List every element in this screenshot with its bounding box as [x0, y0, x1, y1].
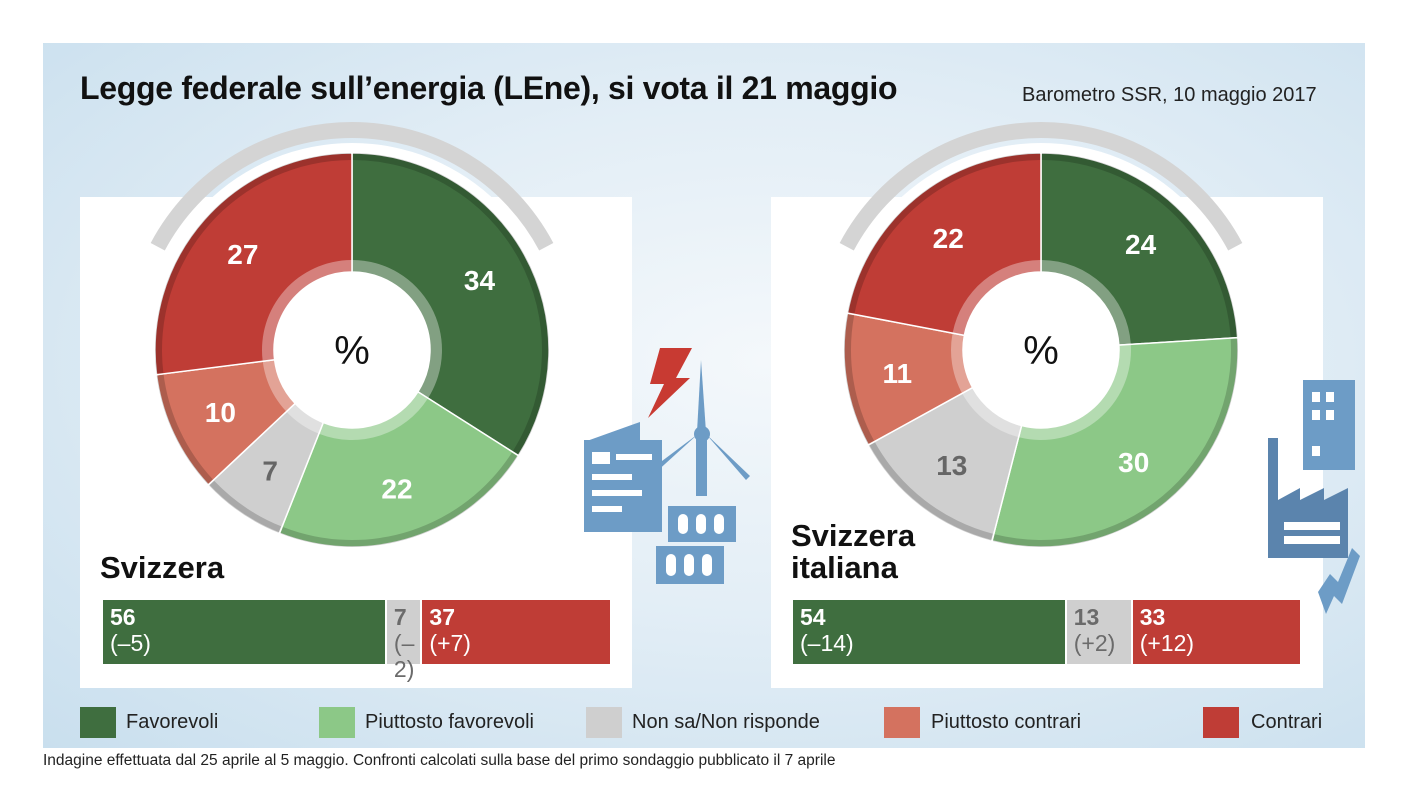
slice-label-piuttosto-favorevoli: 22 — [381, 473, 412, 504]
summary-bar-segment-favorevoli: 54 (–14) — [793, 600, 1065, 664]
slice-label-favorevoli: 34 — [464, 265, 496, 296]
legend-swatch-favorevoli — [80, 707, 116, 738]
batteries-icon — [656, 506, 736, 584]
donut-rim-piuttosto-contrari — [844, 314, 875, 445]
summary-value-non-sa: 7 — [393, 604, 407, 630]
donut-slice-non-sa — [867, 386, 1023, 542]
region-label-svizzera: Svizzera — [100, 550, 225, 585]
donut-center — [278, 276, 426, 424]
summary-bar-segment-non-sa: 7 (–2) — [386, 600, 421, 682]
region-label-svizzera-italiana: Svizzera italiana — [791, 518, 916, 585]
slice-label-non-sa: 13 — [936, 450, 967, 481]
donut-rim-piuttosto-contrari — [156, 374, 213, 485]
summary-bar-segment-contrari: 37 (+7) — [422, 600, 610, 664]
donut-inner-band-non-sa — [962, 387, 1022, 438]
donut-chart-svizzera: 34 22 7 10 27% — [145, 122, 559, 557]
donut-slice-favorevoli — [351, 152, 550, 457]
summary-change-non-sa: (–2) — [393, 630, 415, 682]
legend-label-piuttosto-favorevoli: Piuttosto favorevoli — [365, 711, 534, 733]
summary-bar-segment-non-sa: 13 (+2) — [1066, 600, 1131, 664]
donut-inner-band-piuttosto-favorevoli — [1019, 344, 1131, 441]
outer-ring-arc — [150, 122, 554, 251]
donut-inner-band-contrari — [261, 260, 352, 361]
checkmark-icon — [1318, 548, 1360, 614]
slice-label-contrari: 27 — [227, 239, 258, 270]
chart-title: Legge federale sull’energia (LEne), si v… — [80, 70, 898, 106]
solar-panel-icon — [584, 422, 662, 532]
outer-ring-arc — [839, 122, 1243, 251]
donut-slice-piuttosto-favorevoli — [991, 336, 1239, 548]
donut-rim-non-sa — [209, 480, 282, 533]
donut-rim-favorevoli — [352, 153, 549, 455]
donut-inner-band-non-sa — [286, 403, 323, 434]
legend-swatch-non-sa — [586, 707, 622, 738]
summary-change-favorevoli: (–14) — [800, 630, 854, 656]
donut-center-label: % — [1023, 329, 1059, 373]
donut-inner-band-piuttosto-contrari — [951, 333, 973, 393]
summary-value-non-sa: 13 — [1073, 604, 1100, 630]
legend-swatch-contrari — [1203, 707, 1239, 738]
summary-change-non-sa: (+2) — [1073, 630, 1116, 656]
donut-slice-piuttosto-favorevoli — [278, 390, 520, 548]
summary-change-favorevoli: (–5) — [110, 630, 151, 656]
donut-inner-band-piuttosto-favorevoli — [319, 392, 428, 440]
donut-slice-contrari — [154, 152, 353, 376]
summary-value-favorevoli: 56 — [110, 604, 136, 630]
summary-bar-segment-favorevoli: 56 (–5) — [103, 600, 385, 664]
legend-swatch-piuttosto-contrari — [884, 707, 920, 738]
donut-center — [967, 276, 1115, 424]
summary-bar-segment-contrari: 33 (+12) — [1132, 600, 1300, 664]
slice-label-contrari: 22 — [933, 223, 964, 254]
summary-change-contrari: (+7) — [429, 630, 471, 656]
donut-chart-svizzera-italiana: 24 30 13 11 22% — [834, 122, 1248, 557]
summary-value-favorevoli: 54 — [800, 604, 826, 630]
slice-label-piuttosto-contrari: 10 — [205, 397, 236, 428]
donut-inner-band-piuttosto-contrari — [262, 360, 295, 412]
donut-rim-contrari — [847, 153, 1041, 314]
donut-inner-band-contrari — [952, 260, 1041, 335]
slice-label-piuttosto-contrari: 11 — [882, 358, 912, 389]
factory-icon — [1268, 438, 1348, 558]
summary-change-contrari: (+12) — [1139, 630, 1195, 656]
legend-label-piuttosto-contrari: Piuttosto contrari — [931, 711, 1082, 733]
legend-label-contrari: Contrari — [1251, 711, 1323, 733]
donut-inner-band-favorevoli — [352, 260, 443, 398]
legend-label-non-sa: Non sa/Non risponde — [632, 711, 820, 733]
slice-label-piuttosto-favorevoli: 30 — [1118, 447, 1149, 478]
donut-inner-band-favorevoli — [1041, 260, 1131, 345]
office-building-icon — [1303, 380, 1355, 470]
donut-slice-favorevoli — [1040, 152, 1239, 346]
lightning-icon — [648, 348, 692, 418]
footnote: Indagine effettuata dal 25 aprile al 5 m… — [43, 752, 836, 769]
legend-swatch-piuttosto-favorevoli — [319, 707, 355, 738]
summary-value-contrari: 37 — [429, 604, 455, 630]
summary-value-contrari: 33 — [1139, 604, 1166, 630]
slice-label-favorevoli: 24 — [1125, 229, 1157, 260]
donut-center-label: % — [334, 329, 370, 373]
slice-label-non-sa: 7 — [262, 455, 278, 486]
wind-turbine-icon — [650, 360, 750, 496]
donut-slice-contrari — [846, 152, 1042, 337]
donut-rim-piuttosto-favorevoli — [280, 452, 518, 547]
donut-rim-non-sa — [868, 442, 993, 541]
legend-label-favorevoli: Favorevoli — [126, 711, 219, 733]
energy-icons — [584, 348, 1360, 614]
chart-subtitle: Barometro SSR, 10 maggio 2017 — [1022, 84, 1317, 106]
